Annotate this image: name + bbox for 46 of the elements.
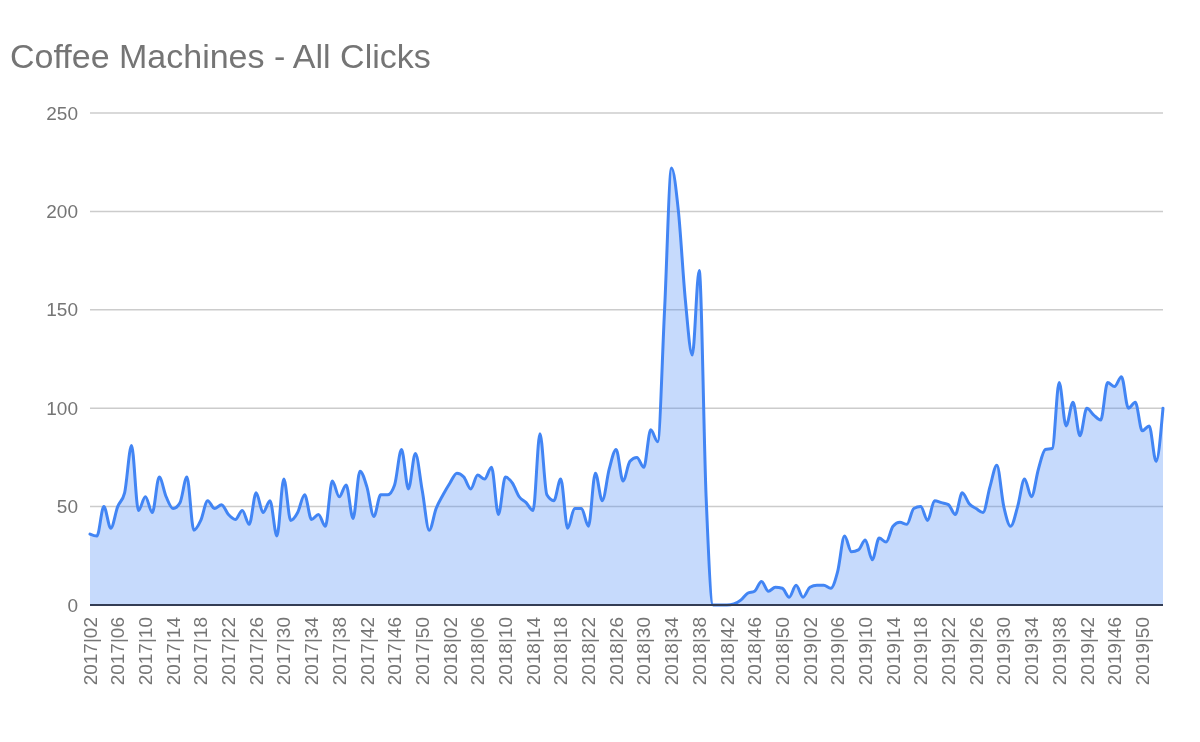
y-tick-label: 0 [67,594,78,616]
x-tick-label: 2017|02 [79,617,101,686]
x-tick-label: 2019|30 [993,617,1015,686]
x-tick-label: 2019|06 [827,617,849,686]
x-tick-label: 2018|50 [771,617,793,686]
x-tick-label: 2017|22 [218,617,240,686]
x-tick-label: 2018|38 [688,617,710,686]
x-tick-label: 2017|38 [328,617,350,686]
x-tick-label: 2017|14 [162,616,184,686]
x-tick-label: 2017|26 [245,617,267,686]
y-tick-label: 150 [46,299,78,321]
x-tick-label: 2017|34 [301,616,323,686]
x-tick-label: 2018|14 [522,616,544,686]
x-tick-label: 2018|46 [744,617,766,686]
x-tick-label: 2018|10 [495,617,516,686]
x-tick-label: 2019|22 [938,617,960,686]
x-tick-label: 2018|06 [467,617,489,686]
x-tick-label: 2018|30 [633,617,655,686]
x-tick-label: 2018|18 [550,617,572,686]
x-tick-label: 2017|46 [384,617,406,686]
chart-title: Coffee Machines - All Clicks [10,37,431,75]
x-tick-label: 2019|38 [1048,617,1070,686]
x-tick-label: 2018|34 [661,616,683,686]
x-tick-label: 2019|14 [882,616,904,686]
x-tick-label: 2017|06 [107,617,129,686]
x-tick-label: 2019|02 [799,617,821,686]
x-tick-label: 2017|50 [411,617,433,686]
y-tick-label: 250 [46,102,78,124]
x-tick-label: 2017|18 [190,617,212,686]
x-tick-label: 2019|34 [1021,616,1043,686]
y-tick-label: 100 [46,397,78,419]
y-tick-label: 50 [56,496,78,518]
x-tick-label: 2018|22 [578,617,600,686]
x-tick-label: 2019|46 [1104,617,1126,686]
x-tick-label: 2017|30 [273,617,295,686]
x-tick-label: 2019|42 [1076,617,1098,686]
x-tick-label: 2017|10 [135,617,157,686]
x-tick-label: 2019|26 [965,617,987,686]
x-tick-label: 2019|50 [1131,617,1153,686]
x-tick-label: 2019|18 [910,617,932,686]
x-tick-label: 2018|02 [439,617,461,686]
x-tick-label: 2018|42 [716,617,738,686]
x-tick-label: 2018|26 [605,617,627,686]
x-tick-label: 2019|10 [854,617,876,686]
x-tick-label: 2017|42 [356,617,378,686]
y-tick-label: 200 [46,201,78,223]
